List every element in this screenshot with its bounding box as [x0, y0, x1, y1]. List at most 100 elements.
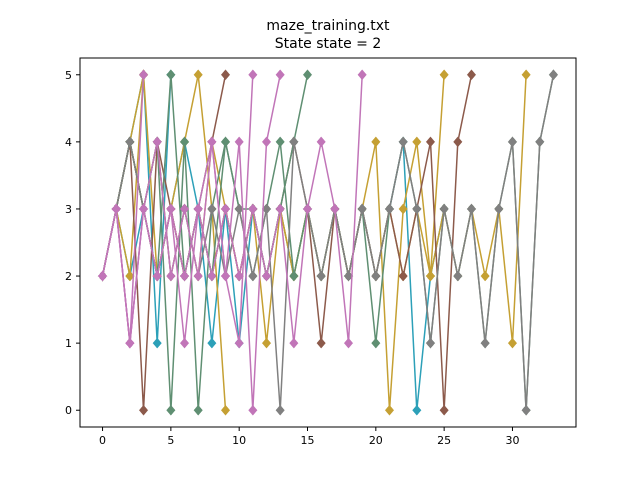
data-point	[453, 270, 463, 282]
x-tick-label: 25	[437, 434, 451, 447]
data-point	[480, 337, 490, 349]
data-point	[425, 270, 436, 282]
data-point	[289, 337, 299, 349]
data-point	[357, 69, 367, 81]
series-line	[101, 74, 363, 344]
series-14	[97, 69, 367, 349]
data-point	[234, 270, 244, 282]
y-tick-label: 5	[65, 69, 72, 82]
data-point	[207, 203, 217, 215]
data-point	[494, 203, 504, 215]
data-point	[371, 270, 381, 282]
y-tick-label: 1	[65, 337, 72, 350]
data-point	[439, 404, 449, 416]
data-point	[507, 337, 518, 349]
data-point	[193, 404, 203, 416]
data-point	[412, 404, 422, 416]
data-point	[220, 203, 231, 215]
data-point	[166, 69, 176, 81]
data-point	[289, 270, 299, 282]
data-point	[166, 404, 176, 416]
data-point	[371, 136, 381, 148]
data-point	[193, 203, 203, 215]
data-point	[179, 136, 190, 148]
data-point	[412, 136, 422, 148]
data-point	[398, 136, 408, 148]
data-point	[207, 136, 217, 148]
data-point	[343, 337, 354, 349]
data-point	[234, 136, 244, 148]
x-tick-label: 0	[99, 434, 106, 447]
data-point	[316, 337, 326, 349]
data-point	[152, 337, 162, 349]
data-point	[207, 337, 217, 349]
data-point	[275, 404, 285, 416]
data-point	[289, 136, 299, 148]
chart-subtitle: State state = 2	[275, 36, 382, 52]
data-point	[138, 69, 149, 81]
series-layer	[97, 69, 559, 416]
data-point	[248, 203, 258, 215]
data-point	[466, 69, 477, 81]
data-point	[412, 203, 422, 215]
data-point	[398, 270, 408, 282]
data-point	[384, 203, 395, 215]
data-point	[248, 270, 258, 282]
data-point	[316, 136, 326, 148]
axes-layer: 0 5 10 15 20 25 30 0 1 2 3 4 5	[65, 57, 577, 447]
data-point	[275, 69, 285, 81]
data-point	[521, 404, 531, 416]
data-point	[275, 203, 285, 215]
data-point	[152, 136, 162, 148]
data-point	[521, 69, 531, 81]
chart-title: maze_training.txt	[266, 18, 390, 34]
data-point	[97, 270, 108, 282]
data-point	[302, 203, 313, 215]
data-point	[439, 203, 449, 215]
data-point	[179, 203, 190, 215]
data-point	[234, 337, 244, 349]
data-point	[166, 203, 176, 215]
y-tick-label: 2	[65, 270, 72, 283]
data-point	[357, 203, 367, 215]
y-tick-label: 4	[65, 136, 72, 149]
data-point	[125, 337, 135, 349]
data-point	[193, 270, 203, 282]
data-point	[207, 270, 217, 282]
data-point	[152, 270, 162, 282]
data-point	[125, 136, 135, 148]
data-point	[248, 404, 258, 416]
x-tick-label: 5	[167, 434, 174, 447]
data-point	[220, 404, 231, 416]
data-point	[384, 404, 395, 416]
x-tick-label: 30	[505, 434, 519, 447]
data-point	[302, 69, 313, 81]
data-point	[466, 203, 477, 215]
x-tick-label: 15	[301, 434, 315, 447]
data-point	[261, 136, 272, 148]
data-point	[425, 337, 436, 349]
data-point	[535, 136, 545, 148]
data-point	[111, 203, 121, 215]
plot-frame	[79, 57, 577, 428]
data-point	[138, 203, 149, 215]
data-point	[548, 69, 559, 81]
x-tick-label: 10	[232, 434, 246, 447]
data-point	[398, 203, 408, 215]
data-point	[138, 404, 149, 416]
data-point	[166, 270, 176, 282]
y-tick-label: 3	[65, 203, 72, 216]
data-point	[330, 203, 340, 215]
data-point	[425, 136, 436, 148]
data-point	[220, 69, 231, 81]
data-point	[179, 337, 190, 349]
data-point	[275, 136, 285, 148]
data-point	[193, 69, 203, 81]
data-point	[453, 136, 463, 148]
data-point	[371, 337, 381, 349]
data-point	[220, 270, 231, 282]
data-point	[179, 270, 190, 282]
data-point	[316, 270, 326, 282]
